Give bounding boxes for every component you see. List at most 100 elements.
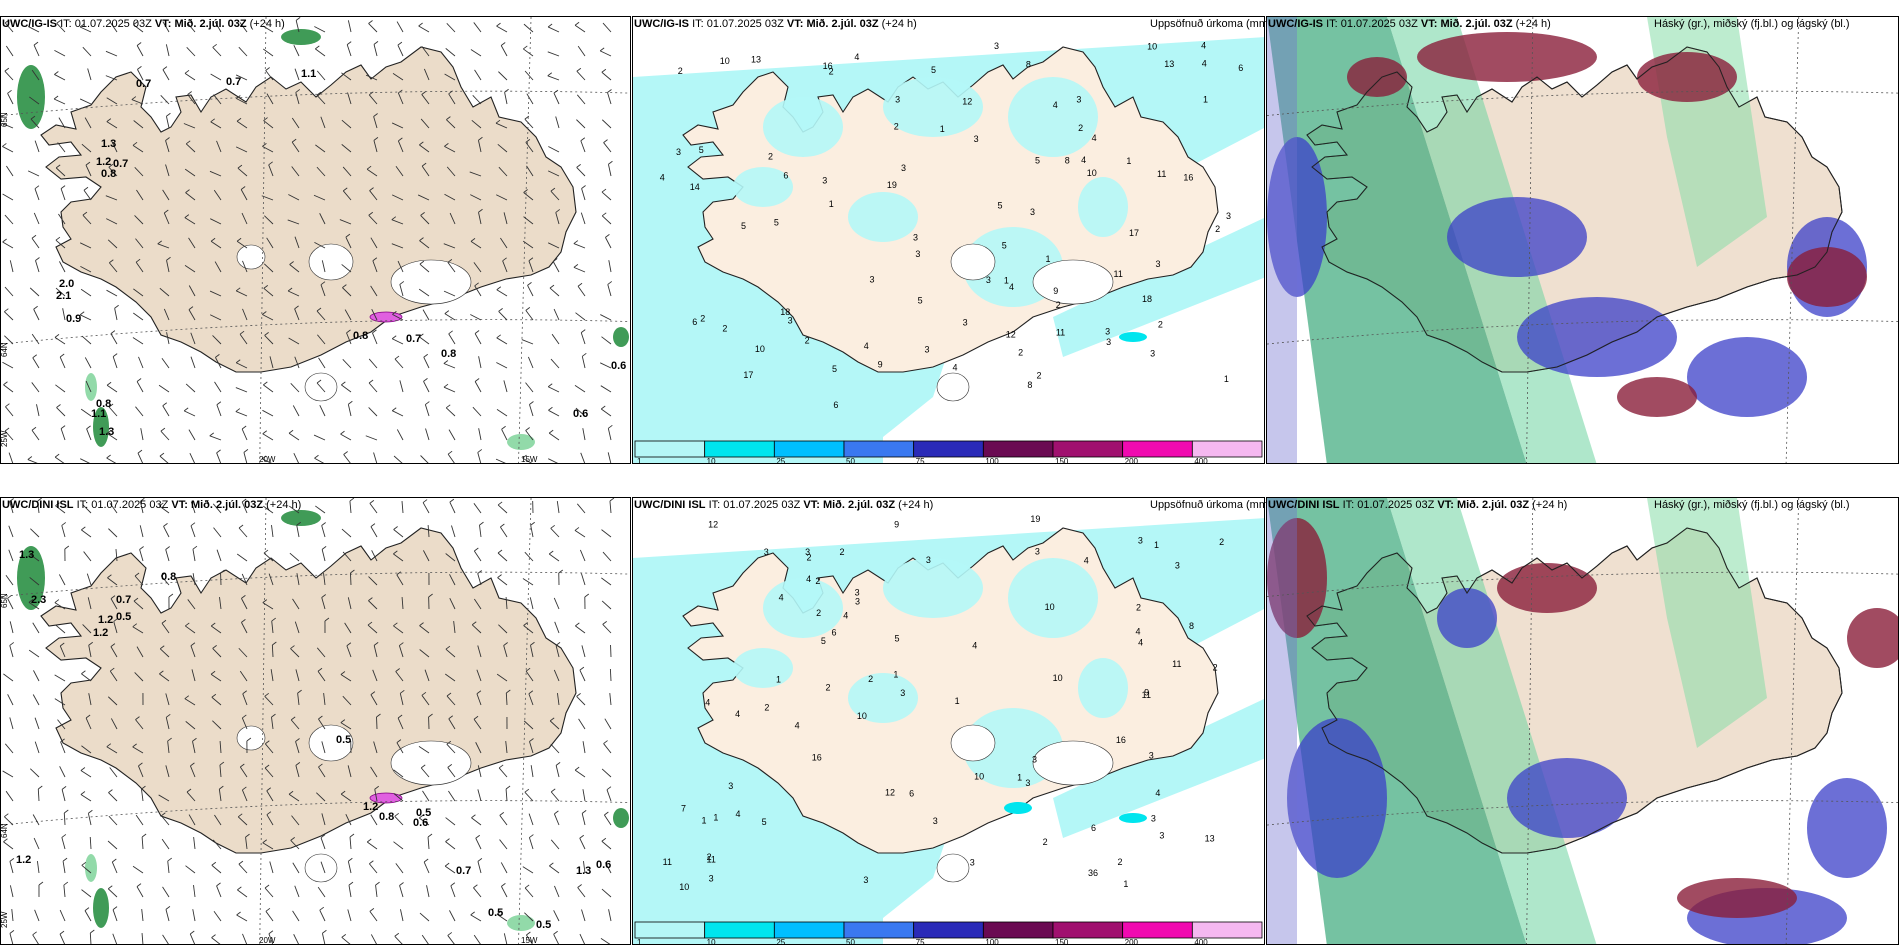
wind-barb [525,382,534,393]
wind-barb [397,140,404,153]
wind-barb [339,219,352,225]
wind-barb [185,383,196,393]
precip-value: 1 [829,199,834,209]
wind-barb [264,215,274,225]
wind-barb [236,117,242,122]
wind-barb [443,290,456,297]
wind-barb [295,741,300,754]
wind-barb [375,885,378,898]
wind-barb [183,123,196,129]
cloud-map-panel[interactable] [1266,497,1899,945]
wind-barb [162,21,170,33]
wind-barb [530,521,535,526]
wind-barb [106,454,111,459]
wind-barb [422,502,430,514]
precip-value: 8 [1026,60,1031,70]
wind-barb [213,910,222,922]
wind-barb [158,384,170,393]
wind-barb [185,622,190,627]
wind-barb [340,433,352,441]
precip-value: 13 [1164,59,1174,69]
it-label: IT: [692,18,704,30]
wind-barb [419,144,430,153]
wind-barb [525,310,534,321]
wind-barb [290,836,295,841]
wind-barb [553,597,560,610]
precip-value: 6 [1091,823,1096,833]
wind-barb [476,690,482,695]
wind-barb [369,907,375,912]
precip-value: 11 [1172,659,1181,669]
wind-barb [577,282,583,287]
wind-barb [82,211,88,216]
wind-barb [316,310,326,321]
wind-barb [263,549,269,554]
wind-barb [476,669,482,682]
wind-barb [291,141,300,153]
wind-barb [553,910,560,922]
wind-barb [55,236,61,241]
wind-barb [132,743,137,748]
wind-barb [79,98,92,105]
wind-barb [503,933,508,944]
wind-barb [602,624,612,634]
wind-barb [547,51,560,57]
wind-barb [271,525,274,538]
wind-barb [502,257,507,262]
wind-barb [503,642,508,646]
wind-barb [552,261,560,273]
wind-barb [601,215,612,225]
panel-header: UWC/DINI ISL IT: 01.07.2025 03Z VT: Mið.… [1268,497,1567,513]
wind-barb [79,23,85,28]
wind-barb [54,602,66,610]
wind-barb [578,718,586,730]
wind-barb [321,933,326,944]
wind-barb [271,644,274,658]
wind-barb [270,669,274,682]
wind-barb [296,573,300,586]
wind-barb [392,313,404,321]
wind-barb [495,458,506,463]
precip-value: 2 [700,313,705,323]
wind-barb [522,457,533,463]
wind-barb [288,432,300,441]
wind-barb [83,551,92,562]
wind-barb [38,881,44,886]
wind-barb [477,573,482,586]
wind-barb [107,888,118,898]
wind-barb [265,907,271,912]
wind-barb [602,551,612,562]
wind-barb [505,789,508,802]
axis-label: 64N [1,823,9,838]
wind-barb [448,90,453,95]
wind-barb [291,815,300,826]
precip-map-panel[interactable]: 2 2 3 2 1 2 2 1 3 2 2 3 3 1 10 10 14 13 11 11 3 4 5 3 3 4 5 6 4 3 2 4 3 4… [632,16,1265,464]
wind-barb [547,26,560,33]
precip-map-panel[interactable]: 1 2 2 3 2 3 3 1 2 3 10 10 11 12 11 10 10 3 4 4 5 3 3 4 5 3 4 6 9 4 3 2 2… [632,497,1265,945]
glacier [1032,740,1114,786]
wind-barb [264,884,270,889]
wind-barb [160,430,170,441]
cloud-blob [1267,518,1327,638]
wind-barb [393,622,398,627]
wind-map-panel[interactable]: 0.7 0.7 1.1 1.3 1.2 0.7 0.8 2.0 2.1 0.9 0.8 0.7 0.8 0… [0,16,631,464]
wind-barb [80,767,86,771]
wind-barb [161,619,167,624]
axis-label: 65N [1,112,9,127]
coastline [1306,46,1843,373]
wind-barb [55,502,60,507]
precip-blob [733,167,793,207]
precip-value: 1 [1004,276,1009,286]
cloud-map-panel[interactable] [1266,16,1899,464]
wind-barb [319,213,326,225]
wind-barb [548,432,560,441]
wind-map-panel[interactable]: 1.3 2.3 0.8 0.7 1.2 0.5 1.2 0.5 1.2 0.8 0.5 0.6 1.2 0… [0,497,631,945]
wind-barb [528,257,534,262]
wind-barb [139,546,144,550]
wind-value-label: 1.3 [101,138,116,150]
wind-barb [3,838,8,843]
wind-barb [427,524,430,538]
wind-blob [93,888,109,928]
wind-barb [423,353,429,358]
wind-barb [366,841,378,850]
